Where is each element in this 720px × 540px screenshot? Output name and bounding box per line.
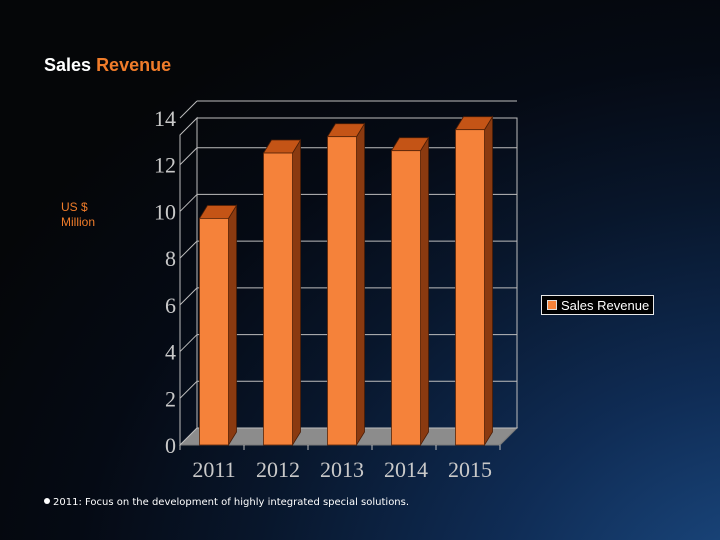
legend-swatch bbox=[547, 300, 557, 310]
x-tick-label: 2011 bbox=[192, 457, 235, 482]
y-axis-label: US $ Million bbox=[61, 200, 96, 229]
legend: Sales Revenue bbox=[541, 295, 654, 315]
gridline-side bbox=[179, 334, 198, 352]
page-title: Sales Revenue bbox=[44, 55, 171, 76]
bullet-dot bbox=[44, 498, 50, 504]
bar-front bbox=[455, 129, 485, 446]
gridline-side bbox=[179, 147, 198, 166]
bar-front bbox=[391, 150, 421, 446]
x-tick-label: 2013 bbox=[320, 457, 364, 482]
y-tick-label: 10 bbox=[154, 199, 176, 224]
x-tick-label: 2014 bbox=[384, 457, 428, 482]
bar bbox=[198, 204, 238, 447]
bar-front bbox=[199, 218, 229, 446]
bar-side bbox=[356, 122, 365, 447]
bar bbox=[326, 122, 366, 447]
bar-side bbox=[292, 138, 301, 447]
y-tick-label: 2 bbox=[165, 386, 176, 411]
x-tick-label: 2015 bbox=[448, 457, 492, 482]
bar bbox=[262, 138, 302, 447]
bars bbox=[198, 115, 494, 447]
bar bbox=[390, 136, 430, 447]
title-part-2: Revenue bbox=[96, 55, 172, 75]
gridline-side bbox=[179, 287, 198, 306]
x-ticks: 2011 2012 2013 2014 2015 bbox=[192, 457, 492, 482]
bar-side bbox=[420, 136, 429, 447]
gridline-side bbox=[179, 100, 198, 119]
y-ticks: 0 2 4 6 8 10 12 14 bbox=[154, 106, 176, 458]
title-part-1: Sales bbox=[44, 55, 92, 75]
y-tick-label: 8 bbox=[165, 246, 176, 271]
y-tick-label: 0 bbox=[165, 433, 176, 458]
gridline-side bbox=[179, 380, 198, 399]
bar bbox=[454, 115, 494, 447]
gridline-side bbox=[179, 240, 198, 259]
gridline-side bbox=[179, 194, 198, 212]
y-tick-label: 14 bbox=[154, 106, 176, 131]
y-tick-label: 12 bbox=[154, 153, 176, 178]
y-tick-label: 6 bbox=[165, 293, 176, 318]
bullet-note-text: 2011: Focus on the development of highly… bbox=[53, 497, 410, 508]
bar-side bbox=[228, 204, 237, 447]
bullet-note: 2011: Focus on the development of highly… bbox=[44, 497, 409, 508]
y-tick-label: 4 bbox=[165, 340, 176, 365]
bar-front bbox=[263, 152, 293, 446]
x-tick-label: 2012 bbox=[256, 457, 300, 482]
bar-side bbox=[484, 115, 493, 447]
legend-label: Sales Revenue bbox=[561, 297, 650, 313]
bar-front bbox=[327, 136, 357, 446]
